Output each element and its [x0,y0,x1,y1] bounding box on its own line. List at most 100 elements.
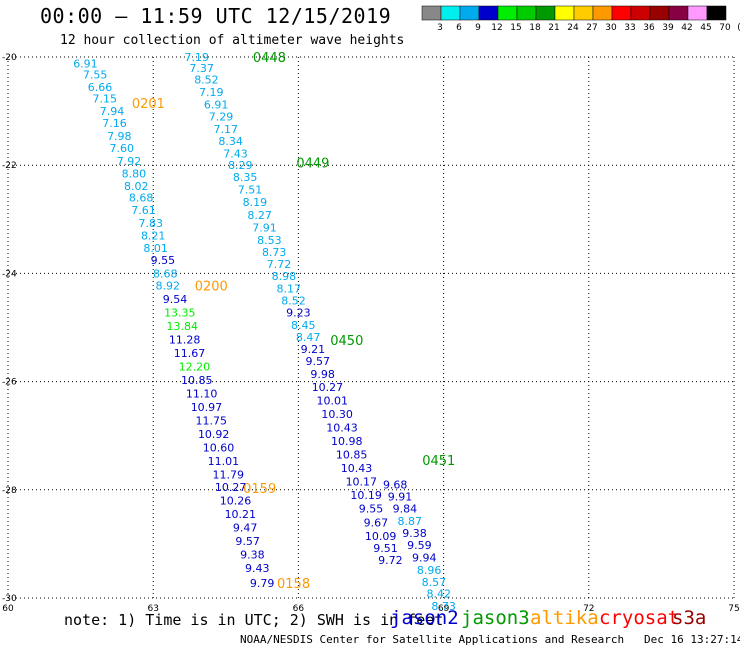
wave-height-value: 8.35 [233,171,258,184]
wave-height-value: 6.66 [88,81,113,94]
wave-height-value: 13.35 [164,306,196,319]
legend-color-swatch [611,5,632,21]
legend-color-swatch [516,5,537,21]
pass-label: 0451 [422,454,455,469]
satellite-s3a: s3a [672,607,707,629]
credit-text: NOAA/NESDIS Center for Satellite Applica… [240,633,625,646]
chart-title: 00:00 – 11:59 UTC 12/15/2019 [40,4,392,28]
pass-label: 0201 [132,97,165,112]
wave-height-value: 7.51 [238,184,263,197]
wave-height-value: 7.37 [189,62,214,75]
x-tick-label: 66 [293,604,305,614]
wave-height-value: 9.68 [383,478,408,491]
pass-label: 0448 [253,51,286,66]
legend-color-swatch [459,5,480,21]
wave-height-value: 10.30 [321,408,353,421]
legend-label: 21 [548,23,559,33]
satellite-cryosat: cryosat [599,607,680,629]
wave-height-value: 9.43 [245,562,270,575]
legend-label: 6 [456,23,462,33]
legend-label: 30 [605,23,617,33]
wave-height-value: 7.29 [209,111,234,124]
wave-height-value: 9.51 [373,542,398,555]
wave-height-value: 9.23 [286,306,311,319]
y-tick-label: -24 [2,269,17,279]
wave-height-value: 7.91 [252,221,277,234]
wave-height-value: 9.21 [301,343,326,356]
y-tick-label: -22 [2,161,17,171]
legend-color-swatch [497,5,518,21]
wave-height-value: 9.57 [235,535,260,548]
wave-height-value: 8.80 [122,167,147,180]
wave-height-value: 8.52 [281,294,306,307]
wave-height-value: 8.73 [431,600,456,613]
wave-height-value: 8.19 [243,196,268,209]
pass-label: 0450 [330,334,363,349]
wave-height-value: 6.91 [73,57,98,70]
wave-height-value: 8.29 [228,159,253,172]
x-tick-label: 63 [147,604,158,614]
wave-height-value: 9.72 [378,554,403,567]
y-tick-label: -30 [2,594,17,604]
wave-height-value: 8.17 [276,283,301,296]
wave-height-value: 9.79 [250,577,275,590]
legend-label: 18 [529,23,541,33]
wave-height-value: 8.21 [141,230,166,243]
credit-line: NOAA/NESDIS Center for Satellite Applica… [240,633,740,646]
legend-color-swatch [421,5,442,21]
wave-height-value: 10.27 [215,481,247,494]
wave-height-value: 8.92 [155,279,180,292]
chart-subtitle: 12 hour collection of altimeter wave hei… [60,33,405,48]
pass-label: 0159 [243,482,276,497]
wave-height-value: 8.47 [296,331,321,344]
legend-label: 9 [475,23,481,33]
wave-height-value: 7.55 [83,68,108,81]
wave-height-value: 10.19 [350,489,382,502]
wave-height-value: 7.43 [223,147,248,160]
legend-color-swatch [535,5,556,21]
wave-height-value: 10.01 [317,395,349,408]
x-tick-label: 60 [2,604,14,614]
pass-label: 0158 [277,577,310,592]
wave-height-value: 8.42 [427,588,452,601]
wave-height-value: 8.68 [153,267,178,280]
wave-height-value: 10.43 [341,462,373,475]
wave-height-value: 9.91 [388,490,413,503]
wave-height-value: 7.17 [214,123,239,136]
wave-height-value: 6.91 [204,99,229,112]
satellite-jason2: jason2 [390,607,459,629]
wave-height-value: 10.26 [220,495,252,508]
wave-height-value: 12.20 [179,360,211,373]
wave-height-value: 11.01 [208,455,240,468]
wave-height-value: 10.21 [225,508,257,521]
wave-height-value: 10.92 [198,428,230,441]
satellite-jason3: jason3 [461,607,530,629]
legend-color-swatch [592,5,613,21]
legend-label: 3 [437,23,443,33]
pass-label: 0449 [296,156,329,171]
wave-height-value: 10.43 [326,422,358,435]
wave-height-value: 7.19 [199,86,224,99]
wave-height-value: 8.01 [143,242,168,255]
legend-label: 24 [567,23,579,33]
wave-height-value: 9.67 [364,516,389,529]
wave-height-value: 8.02 [124,180,149,193]
wave-height-value: 8.27 [247,209,272,222]
wave-height-value: 8.73 [262,246,287,259]
wave-height-value: 9.54 [163,293,188,306]
wave-height-value: 7.16 [102,117,127,130]
wave-height-value: 11.79 [212,469,244,482]
legend-label: 42 [681,23,692,33]
legend-label: 45 [700,23,711,33]
legend-label: 33 [624,23,635,33]
wave-height-value: 10.85 [181,374,213,387]
wave-height-value: 8.87 [397,515,422,528]
wave-height-value: 8.53 [257,234,282,247]
y-tick-label: -20 [2,53,17,63]
wave-height-value: 11.10 [186,388,218,401]
legend-color-swatch [687,5,708,21]
wave-height-value: 7.72 [267,258,292,271]
wave-height-value: 8.98 [272,270,297,283]
wave-height-value: 8.68 [129,192,154,205]
